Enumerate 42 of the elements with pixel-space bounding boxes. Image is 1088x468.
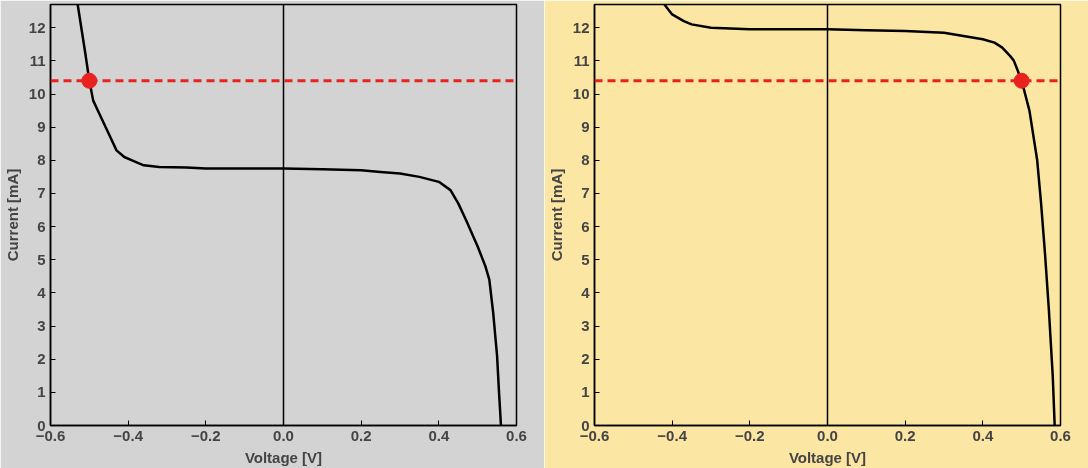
y-tick-label: 1 — [581, 383, 590, 401]
x-tick-label: 0.6 — [506, 426, 527, 444]
x-axis-title: Voltage [V] — [244, 448, 323, 466]
x-tick-label: 0.0 — [273, 426, 294, 444]
x-tick-label: 0.4 — [972, 426, 994, 444]
y-axis-title: Current [mA] — [547, 168, 565, 262]
y-tick-label: 3 — [37, 317, 46, 335]
y-tick-label: 2 — [581, 350, 590, 368]
x-tick-label: 0.6 — [1050, 426, 1071, 444]
y-tick-label: 3 — [581, 317, 590, 335]
x-tick-label: 0.2 — [894, 426, 916, 444]
y-tick-label: 0 — [581, 416, 590, 434]
x-tick-label: 0.4 — [428, 426, 450, 444]
y-tick-label: 0 — [37, 416, 46, 434]
y-tick-label: 12 — [572, 18, 590, 36]
y-tick-label: 2 — [37, 350, 46, 368]
x-tick-label: −0.4 — [657, 426, 688, 444]
y-tick-label: 10 — [572, 85, 590, 102]
y-tick-label: 4 — [581, 283, 591, 301]
x-tick-label: 0.2 — [350, 426, 372, 444]
y-tick-label: 4 — [37, 283, 47, 301]
y-tick-label: 10 — [28, 85, 46, 102]
x-tick-label: −0.2 — [191, 426, 221, 444]
y-tick-label: 12 — [28, 18, 46, 36]
y-tick-label: 11 — [573, 51, 590, 69]
y-tick-label: 7 — [37, 184, 46, 202]
y-tick-label: 9 — [581, 118, 590, 136]
x-tick-label: 0.0 — [817, 426, 838, 444]
y-tick-label: 9 — [37, 118, 46, 136]
y-axis-title: Current [mA] — [3, 168, 21, 262]
y-tick-label: 1 — [37, 383, 46, 401]
y-tick-label: 5 — [37, 250, 46, 268]
y-tick-label: 8 — [37, 151, 46, 169]
y-tick-label: 5 — [581, 250, 590, 268]
x-tick-label: −0.4 — [113, 426, 144, 444]
x-axis-title: Voltage [V] — [788, 448, 867, 466]
y-tick-label: 6 — [37, 217, 46, 235]
x-tick-label: −0.2 — [735, 426, 765, 444]
y-tick-label: 7 — [581, 184, 590, 202]
y-tick-label: 6 — [581, 217, 590, 235]
y-tick-label: 8 — [581, 151, 590, 169]
y-tick-label: 11 — [29, 51, 46, 69]
